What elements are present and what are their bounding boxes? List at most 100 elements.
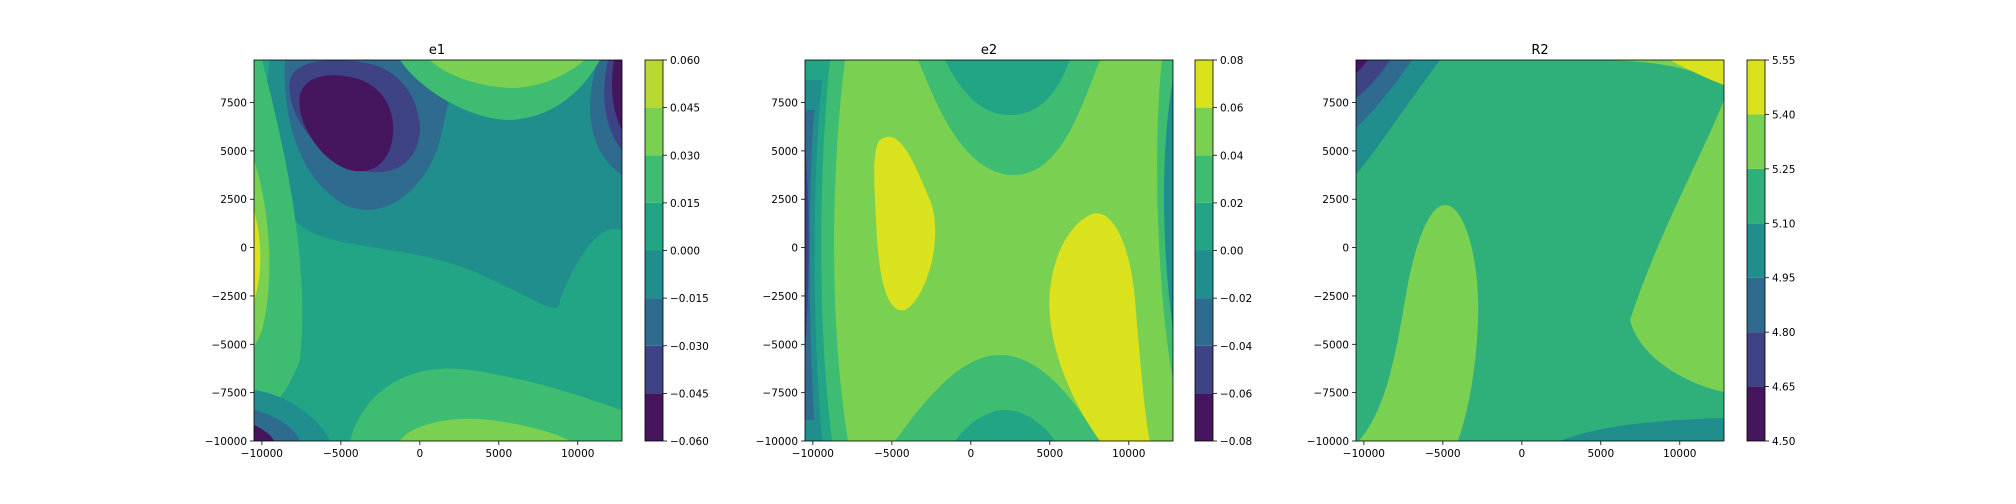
contour-region — [1163, 80, 1173, 330]
y-tick-label: 7500 — [771, 98, 798, 110]
colorbar-tick-label: −0.045 — [670, 388, 709, 400]
colorbar-tick-label: 4.80 — [1772, 327, 1795, 339]
colorbar-tick-label: 0.030 — [670, 150, 700, 162]
y-tick-label: −10000 — [205, 436, 247, 448]
y-tick-label: −10000 — [756, 436, 798, 448]
colorbar-tick-label: 0.045 — [670, 103, 700, 115]
colorbar-segment — [1195, 155, 1213, 203]
colorbar-tick-label: 4.50 — [1772, 436, 1795, 448]
panel-title: e2 — [981, 43, 997, 58]
x-tick-label: 5000 — [485, 448, 512, 460]
y-tick-label: −7500 — [211, 388, 247, 400]
colorbar-tick-label: 4.95 — [1772, 273, 1795, 285]
panel-title: R2 — [1531, 43, 1548, 58]
colorbar-segment — [645, 60, 663, 108]
colorbar-tick-label: 0.06 — [1220, 103, 1244, 115]
colorbar-tick-label: 4.65 — [1772, 382, 1795, 394]
x-axis: −10000 −5000 0 5000 10000 — [1343, 441, 1696, 460]
x-axis: −10000 −5000 0 5000 10000 — [241, 441, 594, 460]
contour-region — [895, 355, 1100, 441]
contour-region — [945, 60, 1070, 115]
y-tick-label: 2500 — [1322, 194, 1349, 206]
y-axis: −10000 −7500 −5000 −2500 0 2500 5000 7500 — [756, 98, 805, 448]
colorbar-tick-label: 5.25 — [1772, 164, 1795, 176]
colorbar-segment — [645, 202, 663, 251]
colorbar-segment — [1195, 107, 1213, 156]
colorbar-segment — [645, 250, 663, 299]
y-tick-label: −5000 — [762, 339, 798, 351]
contour-region — [1560, 418, 1724, 441]
x-tick-label: −5000 — [1425, 448, 1461, 460]
colorbar: −0.060 −0.045 −0.030 −0.015 0.000 0.015 0.030 0… — [644, 55, 709, 448]
x-tick-label: 10000 — [561, 448, 594, 460]
y-tick-label: −7500 — [1313, 388, 1349, 400]
contour-region — [805, 140, 809, 350]
x-tick-label: −10000 — [1343, 448, 1385, 460]
x-tick-label: 10000 — [1663, 448, 1696, 460]
colorbar-tick-label: 0.015 — [670, 198, 700, 210]
plot-frame — [253, 59, 623, 442]
contour-region — [430, 60, 585, 88]
colorbar-segment — [645, 298, 663, 346]
y-tick-label: 7500 — [1322, 98, 1349, 110]
contour-region — [254, 210, 261, 300]
colorbar-tick-label: −0.060 — [670, 436, 709, 448]
colorbar-segment — [1747, 277, 1765, 333]
contour-region — [1670, 60, 1724, 85]
y-tick-label: 5000 — [1322, 146, 1349, 158]
x-tick-label: 5000 — [1587, 448, 1614, 460]
colorbar-segment — [1747, 386, 1765, 441]
contour-region — [254, 160, 270, 346]
contour-region — [612, 60, 622, 130]
contour-region — [1049, 213, 1150, 441]
y-tick-label: 7500 — [220, 98, 247, 110]
x-tick-label: −5000 — [874, 448, 910, 460]
x-tick-label: 0 — [416, 448, 423, 460]
y-tick-label: 0 — [791, 243, 798, 255]
contour-panel-e2: e2 −10000 −5000 0 5000 10000 −10000− — [756, 43, 1253, 460]
contour-region — [299, 75, 394, 172]
x-tick-label: 0 — [1518, 448, 1525, 460]
plot-frame — [804, 59, 1174, 442]
colorbar-tick-label: 0.00 — [1220, 246, 1243, 258]
colorbar-segment — [1195, 202, 1213, 251]
colorbar-tick-label: −0.08 — [1220, 436, 1252, 448]
colorbar-segment — [1747, 332, 1765, 387]
y-tick-label: −2500 — [211, 291, 247, 303]
contour-field — [805, 60, 1173, 441]
panel-title: e1 — [429, 43, 445, 58]
colorbar-tick-label: −0.02 — [1220, 293, 1252, 305]
colorbar: −0.08 −0.06 −0.04 −0.02 0.00 0.02 0.04 0.06 0.08 — [1194, 55, 1252, 448]
colorbar-segment — [1195, 250, 1213, 299]
colorbar-tick-label: −0.04 — [1220, 341, 1252, 353]
contour-panel-e1: e1 — [205, 43, 709, 460]
colorbar-frame — [1746, 59, 1766, 442]
colorbar-segment — [645, 393, 663, 441]
y-axis: −10000 −7500 −5000 −2500 0 2500 5000 7500 — [205, 98, 254, 448]
contour-region — [350, 368, 622, 441]
x-tick-label: −10000 — [241, 448, 283, 460]
colorbar-tick-label: −0.015 — [670, 293, 709, 305]
colorbar-tick-label: −0.06 — [1220, 388, 1252, 400]
y-axis: −10000 −7500 −5000 −2500 0 2500 5000 7500 — [1307, 98, 1356, 448]
colorbar-segment — [1747, 114, 1765, 169]
colorbar-tick-label: 0.02 — [1220, 198, 1243, 210]
colorbar-segment — [1747, 60, 1765, 115]
colorbar-tick-label: 0.04 — [1220, 150, 1244, 162]
colorbar-segment — [645, 107, 663, 156]
x-tick-label: −10000 — [792, 448, 834, 460]
colorbar-tick-label: 5.40 — [1772, 109, 1795, 121]
colorbar-segment — [1195, 393, 1213, 441]
contour-region — [400, 418, 570, 441]
y-tick-label: −7500 — [762, 388, 798, 400]
colorbar-segment — [645, 155, 663, 203]
colorbar-segment — [1195, 298, 1213, 346]
plot-frame — [1355, 59, 1725, 442]
y-tick-label: 2500 — [220, 194, 247, 206]
colorbar-segment — [1195, 345, 1213, 394]
contour-field — [1356, 60, 1724, 441]
y-tick-label: −10000 — [1307, 436, 1349, 448]
contour-region — [1359, 205, 1479, 441]
y-tick-label: 5000 — [771, 146, 798, 158]
